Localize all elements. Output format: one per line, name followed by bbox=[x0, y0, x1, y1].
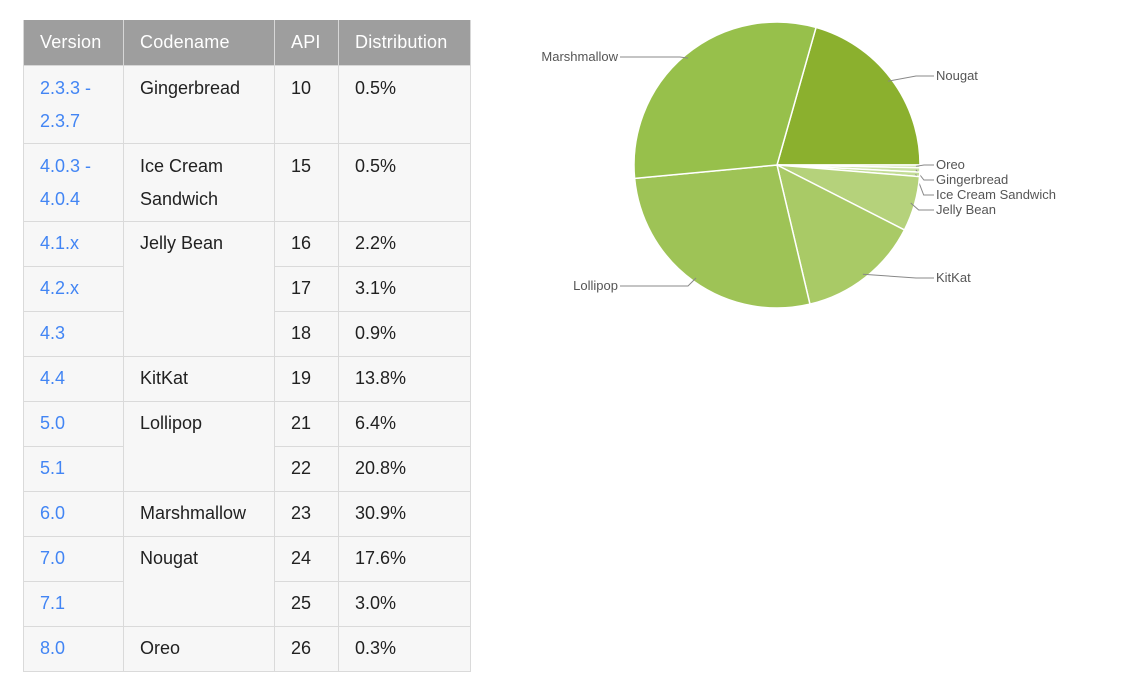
distribution-cell: 6.4% bbox=[338, 401, 471, 447]
table-header-row: Version Codename API Distribution bbox=[23, 20, 471, 66]
slice-label: Oreo bbox=[936, 157, 965, 172]
api-cell: 26 bbox=[274, 626, 339, 672]
slice-label: KitKat bbox=[936, 270, 971, 285]
table-row: 2.3.3 - 2.3.7 Gingerbread 10 0.5% bbox=[23, 65, 471, 144]
version-link[interactable]: 5.0 bbox=[40, 413, 66, 433]
distribution-cell: 3.0% bbox=[338, 581, 471, 627]
version-cell: 5.1 bbox=[23, 446, 124, 492]
table-row: 4.1.x Jelly Bean 16 2.2% bbox=[23, 221, 471, 357]
version-cell: 4.2.x bbox=[23, 266, 124, 312]
version-link[interactable]: 5.1 bbox=[40, 458, 66, 478]
header-version: Version bbox=[23, 20, 124, 66]
pie-slice-kitkat bbox=[775, 163, 906, 306]
pie-slice-nougat bbox=[776, 26, 921, 166]
version-cell: 7.0 bbox=[23, 536, 124, 582]
version-cell: 2.3.3 - 2.3.7 bbox=[23, 65, 124, 144]
codename-cell: KitKat bbox=[123, 356, 275, 402]
callout-line bbox=[915, 164, 934, 167]
api-cell: 18 bbox=[274, 311, 339, 357]
slice-label: Jelly Bean bbox=[936, 202, 996, 217]
table-row: 5.1 22 20.8% bbox=[23, 446, 471, 492]
api-cell: 10 bbox=[274, 65, 339, 144]
api-cell: 21 bbox=[274, 401, 339, 447]
api-cell: 24 bbox=[274, 536, 339, 582]
slice-label: Ice Cream Sandwich bbox=[936, 187, 1056, 202]
version-link[interactable]: 7.0 bbox=[40, 548, 66, 568]
version-cell: 4.3 bbox=[23, 311, 124, 357]
version-link[interactable]: 2.3.3 - 2.3.7 bbox=[40, 78, 92, 131]
distribution-table: Version Codename API Distribution 2.3.3 … bbox=[23, 20, 471, 672]
codename-cell: Oreo bbox=[123, 626, 275, 672]
version-cell: 7.1 bbox=[23, 581, 124, 627]
header-api: API bbox=[274, 20, 339, 66]
api-cell: 15 bbox=[274, 143, 339, 222]
slice-label: Marshmallow bbox=[541, 49, 618, 64]
api-cell: 22 bbox=[274, 446, 339, 492]
table-row: 4.2.x 17 3.1% bbox=[23, 266, 471, 312]
distribution-cell: 0.9% bbox=[338, 311, 471, 357]
table-row: 7.0 Nougat 24 17.6% bbox=[23, 536, 471, 627]
slice-label: Nougat bbox=[936, 68, 978, 83]
callout-line bbox=[910, 202, 934, 211]
version-cell: 4.0.3 - 4.0.4 bbox=[23, 143, 124, 222]
distribution-cell: 13.8% bbox=[338, 356, 471, 402]
api-cell: 25 bbox=[274, 581, 339, 627]
version-link[interactable]: 4.1.x bbox=[40, 233, 80, 253]
version-cell: 4.1.x bbox=[23, 221, 124, 267]
api-cell: 19 bbox=[274, 356, 339, 402]
version-link[interactable]: 7.1 bbox=[40, 593, 66, 613]
version-link[interactable]: 4.4 bbox=[40, 368, 66, 388]
version-link[interactable]: 8.0 bbox=[40, 638, 66, 658]
version-cell: 6.0 bbox=[23, 491, 124, 537]
version-link[interactable]: 4.0.3 - 4.0.4 bbox=[40, 156, 92, 209]
table-row: 7.1 25 3.0% bbox=[23, 581, 471, 627]
table-row: 4.0.3 - 4.0.4 Ice Cream Sandwich 15 0.5% bbox=[23, 143, 471, 222]
header-codename: Codename bbox=[123, 20, 275, 66]
slice-label: Lollipop bbox=[573, 278, 618, 293]
distribution-cell: 30.9% bbox=[338, 491, 471, 537]
api-cell: 17 bbox=[274, 266, 339, 312]
distribution-cell: 2.2% bbox=[338, 221, 471, 267]
header-distribution: Distribution bbox=[338, 20, 471, 66]
callout-line bbox=[887, 75, 934, 82]
version-link[interactable]: 6.0 bbox=[40, 503, 66, 523]
version-cell: 5.0 bbox=[23, 401, 124, 447]
distribution-cell: 3.1% bbox=[338, 266, 471, 312]
codename-cell: Marshmallow bbox=[123, 491, 275, 537]
slice-label: Gingerbread bbox=[936, 172, 1008, 187]
distribution-cell: 0.3% bbox=[338, 626, 471, 672]
version-link[interactable]: 4.3 bbox=[40, 323, 66, 343]
version-cell: 4.4 bbox=[23, 356, 124, 402]
pie-slice-marshmallow bbox=[633, 21, 817, 180]
callout-line bbox=[620, 56, 689, 59]
codename-cell: Jelly Bean bbox=[123, 221, 275, 357]
api-cell: 23 bbox=[274, 491, 339, 537]
table-row: 4.4 KitKat 19 13.8% bbox=[23, 356, 471, 402]
codename-cell: Nougat bbox=[123, 536, 275, 627]
api-cell: 16 bbox=[274, 221, 339, 267]
codename-cell: Ice Cream Sandwich bbox=[123, 143, 275, 222]
distribution-cell: 17.6% bbox=[338, 536, 471, 582]
table-row: 4.3 18 0.9% bbox=[23, 311, 471, 357]
pie-slice-lollipop bbox=[633, 164, 811, 309]
codename-cell: Lollipop bbox=[123, 401, 275, 492]
version-link[interactable]: 4.2.x bbox=[40, 278, 80, 298]
distribution-cell: 0.5% bbox=[338, 143, 471, 222]
version-cell: 8.0 bbox=[23, 626, 124, 672]
table-row: 8.0 Oreo 26 0.3% bbox=[23, 626, 471, 672]
codename-cell: Gingerbread bbox=[123, 65, 275, 144]
callout-line bbox=[620, 277, 697, 287]
table-row: 6.0 Marshmallow 23 30.9% bbox=[23, 491, 471, 537]
table-row: 5.0 Lollipop 21 6.4% bbox=[23, 401, 471, 492]
callout-line bbox=[862, 273, 934, 279]
distribution-cell: 20.8% bbox=[338, 446, 471, 492]
distribution-cell: 0.5% bbox=[338, 65, 471, 144]
